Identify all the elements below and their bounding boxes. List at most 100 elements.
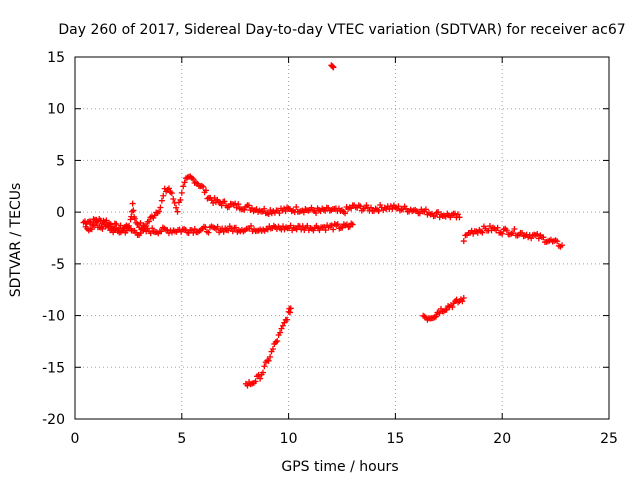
- x-tick-label: 20: [493, 431, 511, 447]
- data-point: [436, 214, 443, 221]
- data-point: [165, 185, 172, 192]
- data-point: [456, 214, 463, 221]
- data-point: [511, 225, 518, 232]
- data-point: [127, 216, 134, 223]
- data-point: [277, 329, 284, 336]
- data-point: [330, 226, 337, 233]
- data-point: [129, 200, 136, 207]
- data-point: [460, 294, 467, 301]
- data-point: [87, 218, 94, 225]
- y-tick-label: 10: [47, 102, 65, 118]
- data-point: [269, 345, 276, 352]
- data-point: [534, 231, 541, 238]
- data-point: [248, 205, 255, 212]
- data-point: [170, 196, 177, 203]
- data-point: [357, 203, 364, 210]
- data-point: [486, 223, 493, 230]
- data-point: [339, 224, 346, 231]
- data-point: [205, 229, 212, 236]
- data-point: [158, 197, 165, 204]
- data-point: [282, 208, 289, 215]
- data-point: [203, 187, 210, 194]
- data-point: [503, 227, 510, 234]
- data-point: [128, 208, 135, 215]
- data-point: [190, 176, 197, 183]
- data-point: [276, 210, 283, 217]
- data-point: [349, 221, 356, 228]
- data-point: [459, 298, 466, 305]
- data-point: [322, 227, 329, 234]
- data-point: [137, 230, 144, 237]
- data-point: [147, 230, 154, 237]
- data-point: [261, 363, 268, 370]
- data-point: [395, 203, 402, 210]
- data-point: [220, 228, 227, 235]
- data-point: [232, 224, 239, 231]
- data-point: [177, 196, 184, 203]
- data-point: [330, 64, 337, 71]
- data-point: [156, 208, 163, 215]
- data-point: [293, 203, 300, 210]
- data-point: [130, 207, 137, 214]
- data-point: [157, 204, 164, 211]
- data-point: [191, 226, 198, 233]
- data-point: [479, 229, 486, 236]
- data-point: [287, 305, 294, 312]
- data-point: [445, 303, 452, 310]
- data-point: [540, 234, 547, 241]
- data-point: [509, 230, 516, 237]
- data-point: [181, 179, 188, 186]
- chart-title: Day 260 of 2017, Sidereal Day-to-day VTE…: [58, 22, 625, 38]
- data-point: [193, 179, 200, 186]
- data-point: [105, 223, 112, 230]
- x-axis-label: GPS time / hours: [281, 459, 398, 475]
- data-point: [257, 375, 264, 382]
- y-tick-label: -10: [42, 309, 65, 325]
- data-point: [265, 211, 272, 218]
- data-point: [375, 208, 382, 215]
- y-tick-label: 0: [56, 205, 65, 221]
- data-point: [160, 192, 167, 199]
- data-point: [225, 227, 232, 234]
- x-tick-label: 5: [177, 431, 186, 447]
- data-point: [149, 225, 156, 232]
- data-point: [499, 230, 506, 237]
- data-point: [300, 209, 307, 216]
- data-point: [264, 226, 271, 233]
- data-point: [519, 229, 526, 236]
- data-point: [131, 215, 138, 222]
- data-point: [287, 222, 294, 229]
- data-point: [178, 189, 185, 196]
- data-point: [204, 195, 211, 202]
- data-point: [221, 198, 228, 205]
- data-point: [244, 382, 251, 389]
- data-point: [494, 224, 501, 231]
- data-point: [348, 220, 355, 227]
- plot-border: [74, 56, 610, 420]
- data-point: [214, 223, 221, 230]
- data-point: [226, 203, 233, 210]
- data-point: [432, 212, 439, 219]
- grid-layer: [75, 57, 609, 419]
- data-point: [146, 218, 153, 225]
- data-point: [422, 206, 429, 213]
- plot-frame: [74, 56, 610, 420]
- data-point: [210, 199, 217, 206]
- y-tick-label: -15: [42, 360, 65, 376]
- data-point: [173, 204, 180, 211]
- data-point: [287, 309, 294, 316]
- data-point: [443, 306, 450, 313]
- data-point: [158, 228, 165, 235]
- data-point: [241, 206, 248, 213]
- data-point: [559, 242, 566, 249]
- data-point: [280, 223, 287, 230]
- data-point: [361, 205, 368, 212]
- y-axis-label: SDTVAR / TECUs: [8, 183, 24, 298]
- data-point: [180, 183, 187, 190]
- data-point: [200, 183, 207, 190]
- data-point: [174, 208, 181, 215]
- data-point: [342, 210, 349, 217]
- data-point: [416, 210, 423, 217]
- data-point: [403, 205, 410, 212]
- data-point: [329, 63, 336, 70]
